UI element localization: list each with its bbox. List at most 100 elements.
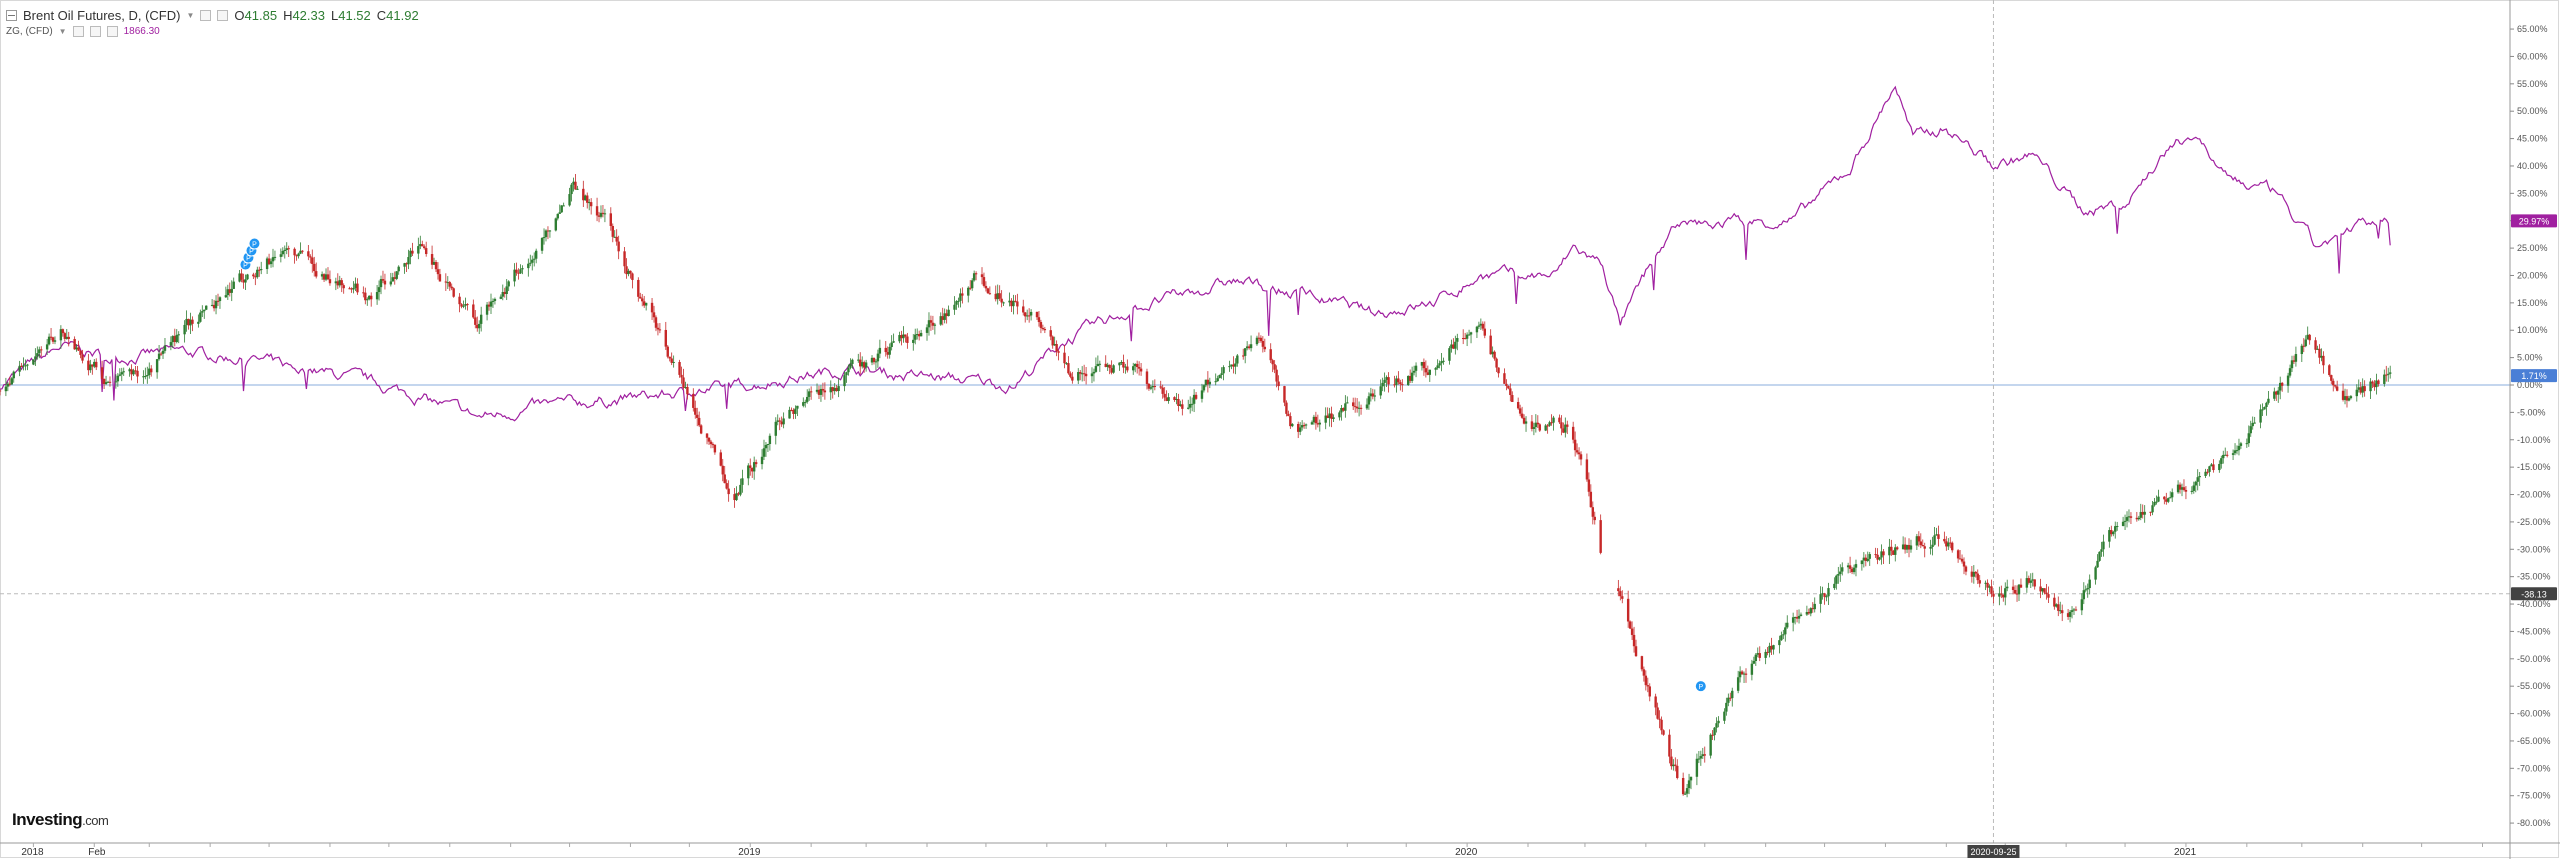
candle (521, 265, 524, 275)
candle-body (872, 357, 876, 363)
event-marker-dot (248, 237, 261, 250)
candle (1289, 412, 1292, 429)
candle-body (320, 274, 324, 277)
candle (2251, 416, 2254, 430)
candle-body (843, 375, 846, 387)
candle (1481, 321, 1485, 331)
candle-body (338, 280, 341, 286)
candle-body (2070, 610, 2074, 612)
candle (972, 270, 976, 282)
candle (2208, 465, 2211, 477)
eye-toggle-button[interactable] (72, 26, 84, 37)
candle-body (405, 263, 408, 265)
candle (1648, 683, 1651, 702)
candle (2017, 583, 2021, 602)
candle-body (81, 354, 84, 361)
candle-body (1438, 363, 1441, 366)
candle (340, 277, 343, 293)
candle (1852, 564, 1856, 575)
chevron-down-icon[interactable]: ▼ (58, 27, 67, 36)
candle (1974, 570, 1977, 578)
candle-body (232, 281, 235, 289)
settings-button[interactable] (200, 9, 212, 21)
candle (2086, 583, 2089, 598)
candle (395, 271, 398, 281)
candle-body (1978, 580, 1981, 584)
candle-body (2387, 373, 2390, 375)
chevron-down-icon[interactable]: ▼ (186, 10, 195, 20)
candle-body (1958, 558, 1962, 560)
candle (697, 411, 701, 428)
candle-body (2123, 520, 2127, 522)
candle (1892, 549, 1895, 556)
candle-body (1860, 560, 1864, 565)
candle (1110, 360, 1113, 375)
candle (430, 245, 434, 270)
candle (1825, 594, 1828, 602)
collapse-legend-icon[interactable] (6, 9, 17, 21)
candle-body (1866, 558, 1869, 561)
y-tick-label: 40.00% (2517, 161, 2548, 171)
candle-body (1756, 653, 1759, 655)
candle (336, 273, 340, 289)
candle (2190, 486, 2194, 495)
candle (12, 370, 15, 383)
candle (106, 380, 110, 383)
candle (1654, 693, 1657, 716)
candle-body (493, 298, 497, 301)
candle (1784, 622, 1787, 642)
candle (159, 351, 163, 356)
candle-body (1907, 544, 1911, 550)
candle (1342, 407, 1345, 412)
candle (996, 284, 999, 305)
candle (1352, 397, 1355, 411)
candle (672, 355, 675, 368)
candle (760, 449, 764, 470)
candle-body (163, 345, 167, 351)
candle (47, 333, 51, 346)
candle-body (444, 281, 448, 283)
candle-body (1326, 415, 1329, 419)
candle (169, 336, 173, 351)
candle-body (766, 443, 770, 445)
candle (2180, 483, 2184, 497)
candle (2239, 441, 2243, 449)
candle (890, 335, 893, 351)
candle-body (1422, 362, 1426, 369)
close-series-button[interactable] (106, 26, 118, 37)
candle-body (189, 319, 192, 326)
candle-body (1495, 358, 1498, 368)
candle (2332, 378, 2335, 392)
candle (1662, 729, 1665, 736)
candle-body (1947, 542, 1950, 547)
settings-button[interactable] (89, 26, 101, 37)
candle (1387, 372, 1390, 393)
compare-symbol[interactable]: ZG, (CFD) (6, 26, 53, 37)
candle (1628, 620, 1632, 629)
candle (171, 335, 175, 349)
symbol-title[interactable]: Brent Oil Futures, D, (CFD) (23, 7, 181, 23)
candle-body (774, 421, 777, 436)
candle-body (1161, 387, 1164, 394)
candle (1161, 384, 1164, 399)
y-tick-label: -50.00% (2517, 654, 2551, 664)
candle-body (2218, 463, 2221, 471)
candle (1298, 422, 1302, 436)
candle (2206, 468, 2209, 475)
candle-body (1414, 365, 1418, 371)
candle (1599, 514, 1602, 555)
candle (1147, 383, 1151, 391)
candle-body (680, 374, 683, 378)
candle-body (1153, 386, 1157, 388)
candle-body (953, 304, 956, 310)
candle (2059, 601, 2062, 614)
candle-body (1012, 300, 1015, 307)
candle (2275, 390, 2278, 401)
candle (116, 373, 120, 387)
close-series-button[interactable] (217, 9, 229, 21)
candle (2218, 460, 2221, 473)
candle-body (1139, 368, 1143, 372)
candle (2259, 404, 2262, 429)
candle (1406, 375, 1410, 386)
